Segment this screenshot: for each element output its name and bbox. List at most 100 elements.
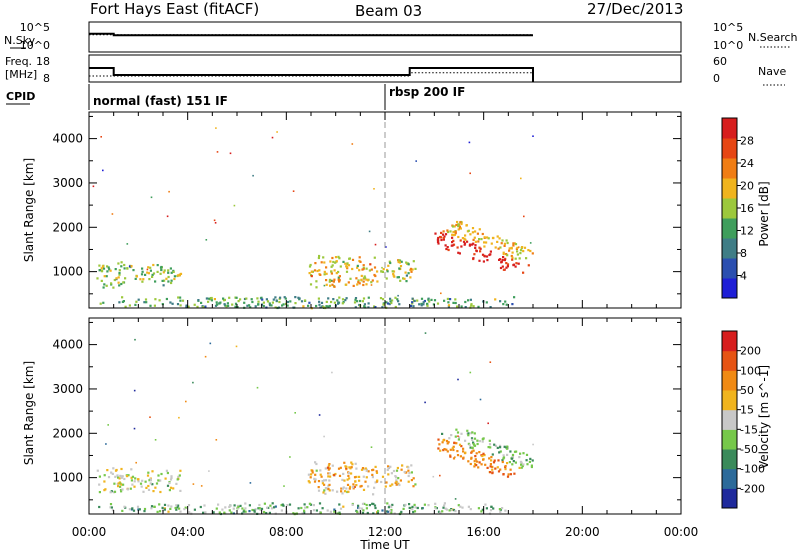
data-point xyxy=(478,451,481,454)
data-point xyxy=(200,301,203,304)
data-point xyxy=(332,298,335,301)
power-colorbar-tick-label: 28 xyxy=(740,135,754,148)
noise-right-label: N.Search xyxy=(748,31,798,44)
velocity-colorbar-swatch xyxy=(722,468,737,489)
data-point xyxy=(472,257,475,260)
data-point xyxy=(441,432,444,435)
data-point xyxy=(363,303,366,306)
data-point xyxy=(385,277,388,280)
data-point xyxy=(188,511,191,514)
scatter-point xyxy=(233,204,236,207)
power-panel: 1000 2000 3000 4000 Slant Range [km] 28 24 20… xyxy=(22,111,771,310)
data-point xyxy=(139,278,142,281)
data-point xyxy=(155,482,159,485)
data-point xyxy=(210,299,213,302)
data-point xyxy=(452,301,455,304)
data-point xyxy=(205,297,208,300)
data-point xyxy=(366,511,369,515)
data-point xyxy=(153,505,156,508)
data-point xyxy=(374,306,377,309)
data-point xyxy=(356,283,359,286)
data-point xyxy=(447,248,450,252)
data-point xyxy=(147,488,151,491)
data-point xyxy=(441,233,445,236)
power-data-points xyxy=(92,127,534,310)
power-y-axis-label: Slant Range [km] xyxy=(22,158,36,262)
data-point xyxy=(187,305,190,308)
data-point xyxy=(270,304,273,307)
data-point xyxy=(170,475,173,478)
data-point xyxy=(442,506,445,509)
data-point xyxy=(149,479,152,482)
data-point xyxy=(474,455,477,458)
data-point xyxy=(123,263,126,267)
scatter-point xyxy=(107,424,109,426)
data-point xyxy=(325,266,328,269)
data-point xyxy=(135,300,138,303)
data-point xyxy=(170,279,173,282)
data-point xyxy=(521,465,524,468)
data-point xyxy=(132,269,135,272)
data-point xyxy=(114,475,117,478)
data-point xyxy=(501,258,504,262)
data-point xyxy=(382,298,385,301)
data-point xyxy=(353,301,357,304)
data-point xyxy=(207,300,210,303)
data-point xyxy=(103,283,106,286)
data-point xyxy=(357,504,360,507)
data-point xyxy=(418,303,421,306)
data-point xyxy=(508,247,511,250)
scatter-point xyxy=(532,443,534,446)
data-point xyxy=(336,299,339,302)
data-point xyxy=(521,246,524,249)
data-point xyxy=(499,246,502,249)
data-point xyxy=(156,270,159,273)
data-point xyxy=(333,269,336,272)
scatter-point xyxy=(529,242,532,244)
data-point xyxy=(434,502,437,505)
data-point xyxy=(307,480,310,483)
data-point xyxy=(169,486,173,489)
data-point xyxy=(163,508,166,511)
data-point xyxy=(462,450,465,453)
data-point xyxy=(444,244,447,247)
data-point xyxy=(412,510,415,514)
data-point xyxy=(466,429,469,432)
data-point xyxy=(381,306,384,309)
freq-left-units: [MHz] xyxy=(5,68,37,81)
data-point xyxy=(471,438,474,441)
data-point xyxy=(482,452,485,455)
data-point xyxy=(458,252,461,255)
data-point xyxy=(333,301,336,304)
data-point xyxy=(408,472,411,475)
data-point xyxy=(372,512,375,515)
data-point xyxy=(445,439,449,443)
data-point xyxy=(143,301,146,304)
data-point xyxy=(394,296,397,299)
data-point xyxy=(367,302,370,305)
data-point xyxy=(485,301,488,304)
data-point xyxy=(156,510,159,513)
data-point xyxy=(330,265,333,268)
data-point xyxy=(478,246,481,249)
data-point xyxy=(456,450,459,453)
scatter-point xyxy=(126,243,129,245)
data-point xyxy=(497,470,501,473)
data-point xyxy=(179,304,182,307)
velocity-colorbar-swatch xyxy=(722,409,737,430)
data-point xyxy=(427,298,430,301)
data-point xyxy=(405,261,408,264)
data-point xyxy=(376,479,379,482)
data-point xyxy=(504,509,507,512)
data-point xyxy=(370,281,373,284)
data-point xyxy=(304,506,307,509)
scatter-point xyxy=(331,371,333,374)
data-point xyxy=(175,504,178,507)
data-point xyxy=(474,244,477,247)
data-point xyxy=(499,258,502,261)
data-point xyxy=(96,469,99,472)
data-point xyxy=(163,279,166,282)
data-point xyxy=(497,247,500,250)
data-point xyxy=(390,508,393,512)
data-point xyxy=(358,256,361,259)
